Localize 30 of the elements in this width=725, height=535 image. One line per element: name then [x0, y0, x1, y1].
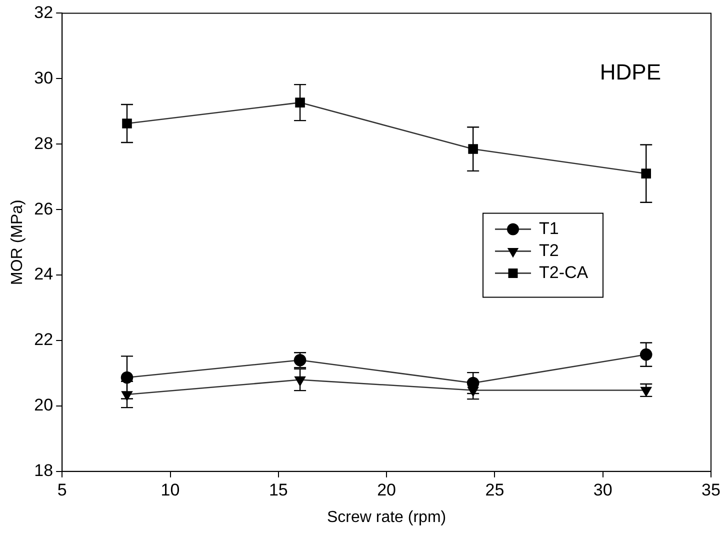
y-tick-label: 28: [34, 134, 54, 153]
point: [641, 168, 652, 178]
y-tick-label: 26: [34, 199, 54, 218]
x-tick-label: 20: [377, 480, 396, 500]
point: [640, 386, 652, 396]
x-tick-label: 30: [593, 480, 612, 500]
y-axis-title: MOR (MPa): [9, 200, 26, 285]
legend-label: T1: [539, 218, 559, 238]
x-tick-label: 15: [268, 480, 288, 500]
y-tick-label: 24: [34, 264, 54, 284]
y-tick-label: 30: [34, 68, 54, 88]
x-axis-title: Screw rate (rpm): [326, 508, 446, 526]
x-tick-label: 25: [485, 480, 504, 500]
y-tick-label: 20: [34, 396, 54, 415]
x-tick-label: 10: [160, 480, 180, 500]
point: [295, 98, 305, 108]
x-tick-label: 5: [57, 480, 67, 500]
point: [122, 391, 132, 401]
y-tick-label: 18: [34, 461, 54, 480]
y-tick-label: 32: [34, 2, 54, 22]
point: [468, 144, 478, 154]
point: [294, 376, 306, 386]
point: [120, 371, 134, 384]
x-tick-label: 35: [702, 480, 720, 500]
legend-label: T2: [539, 240, 559, 260]
legend-label: T2-CA: [539, 262, 589, 282]
point: [640, 348, 652, 361]
annotation: HDPE: [600, 59, 661, 84]
y-tick-label: 22: [34, 330, 54, 350]
point: [122, 118, 132, 128]
